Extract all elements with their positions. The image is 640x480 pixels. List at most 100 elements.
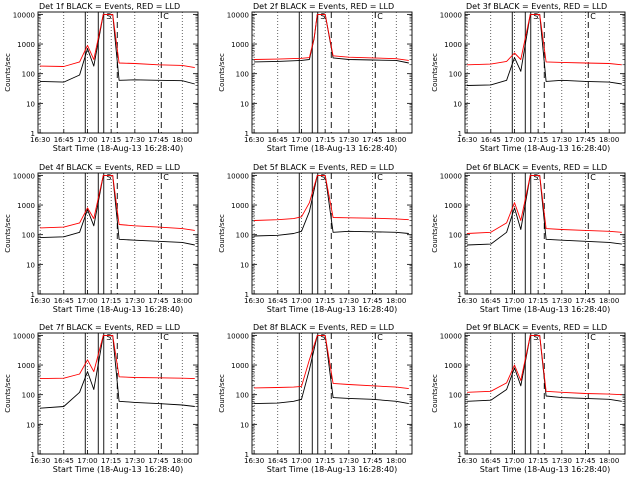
x-tick-label: 16:30	[457, 136, 477, 144]
state-marker-s: S	[320, 12, 325, 21]
x-tick-label: 18:00	[599, 457, 619, 465]
x-tick-label: 17:00	[504, 297, 524, 305]
x-tick-label: 16:30	[457, 457, 477, 465]
x-tick-label: 17:45	[148, 457, 168, 465]
y-tick-label: 100	[236, 232, 249, 240]
chart-panel: Det 6f BLACK = Events, RED = LLD 1 10 100 10…	[431, 163, 626, 314]
x-tick-label: 17:45	[148, 297, 168, 305]
chart-panel: Det 7f BLACK = Events, RED = LLD 1 10 100 10…	[4, 323, 199, 474]
y-tick-label: 10	[240, 261, 249, 269]
plot-frame	[464, 11, 626, 134]
state-marker-s: S	[106, 173, 111, 182]
lld-series-line	[467, 334, 622, 396]
x-tick-label: 17:15	[528, 457, 548, 465]
y-tick-label: 1000	[231, 41, 249, 49]
plot-frame	[37, 172, 199, 295]
y-axis-label: Counts/sec	[431, 214, 439, 253]
y-tick-label: 1000	[17, 41, 35, 49]
panel-title: Det 5f BLACK = Events, RED = LLD	[253, 163, 394, 172]
y-tick-label: 10	[240, 100, 249, 108]
y-tick-label: 10	[453, 261, 462, 269]
x-tick-label: 17:45	[362, 136, 382, 144]
y-tick-label: 100	[449, 392, 462, 400]
y-tick-label: 10	[26, 100, 35, 108]
y-tick-label: 10000	[13, 172, 35, 180]
x-tick-label: 17:00	[77, 297, 97, 305]
y-tick-label: 100	[22, 232, 35, 240]
state-marker-c: C	[163, 12, 169, 21]
x-tick-label: 17:15	[315, 297, 335, 305]
panel-title: Det 3f BLACK = Events, RED = LLD	[466, 2, 607, 11]
x-tick-label: 17:30	[339, 136, 359, 144]
x-tick-label: 17:00	[77, 457, 97, 465]
y-tick-label: 10000	[227, 332, 249, 340]
state-marker-c: C	[590, 173, 596, 182]
x-tick-label: 18:00	[172, 457, 192, 465]
x-tick-label: 16:30	[244, 297, 264, 305]
plot-frame	[251, 11, 413, 134]
x-tick-label: 18:00	[172, 136, 192, 144]
panel-title: Det 1f BLACK = Events, RED = LLD	[39, 2, 180, 11]
y-tick-label: 10000	[227, 11, 249, 19]
plot-frame	[37, 11, 199, 134]
y-axis-label: Counts/sec	[218, 53, 226, 92]
lld-series-line	[40, 334, 195, 380]
y-tick-label: 1	[458, 291, 462, 299]
x-tick-label: 16:45	[54, 136, 74, 144]
y-tick-label: 1	[31, 130, 35, 138]
x-tick-label: 16:30	[30, 457, 50, 465]
x-tick-label: 16:45	[54, 297, 74, 305]
x-axis-label: Start Time (18-Aug-13 16:28:40)	[267, 305, 398, 314]
y-tick-label: 1	[458, 130, 462, 138]
panel-title: Det 2f BLACK = Events, RED = LLD	[253, 2, 394, 11]
x-tick-label: 16:30	[244, 136, 264, 144]
y-tick-label: 1000	[444, 202, 462, 210]
x-tick-label: 16:45	[481, 297, 501, 305]
y-tick-label: 10000	[227, 172, 249, 180]
panel-title: Det 4f BLACK = Events, RED = LLD	[39, 163, 180, 172]
x-tick-label: 17:15	[101, 297, 121, 305]
x-tick-label: 17:00	[77, 136, 97, 144]
y-tick-label: 1	[458, 451, 462, 459]
y-tick-label: 1	[31, 291, 35, 299]
state-marker-c: C	[377, 173, 383, 182]
y-tick-label: 1000	[444, 41, 462, 49]
x-axis-label: Start Time (18-Aug-13 16:28:40)	[53, 465, 184, 474]
state-marker-s: S	[533, 12, 538, 21]
y-axis-label: Counts/sec	[431, 374, 439, 413]
y-axis-label: Counts/sec	[218, 214, 226, 253]
chart-panel: Det 9f BLACK = Events, RED = LLD 1 10 100 10…	[431, 323, 626, 474]
chart-panel: Det 1f BLACK = Events, RED = LLD 1 10 100 10…	[4, 2, 199, 153]
x-tick-label: 17:15	[528, 297, 548, 305]
plot-frame	[464, 172, 626, 295]
x-tick-label: 17:00	[504, 457, 524, 465]
state-marker-s: S	[320, 333, 325, 342]
x-tick-label: 18:00	[386, 297, 406, 305]
x-tick-label: 17:00	[504, 136, 524, 144]
x-tick-label: 16:45	[481, 457, 501, 465]
panel-title: Det 9f BLACK = Events, RED = LLD	[466, 323, 607, 332]
x-tick-label: 17:30	[125, 297, 145, 305]
y-axis-label: Counts/sec	[4, 374, 12, 413]
y-tick-label: 10	[26, 421, 35, 429]
state-marker-s: S	[106, 333, 111, 342]
x-tick-label: 16:45	[481, 136, 501, 144]
y-tick-label: 1	[245, 291, 249, 299]
x-tick-label: 17:45	[575, 457, 595, 465]
x-tick-label: 16:30	[30, 136, 50, 144]
x-tick-label: 16:45	[268, 297, 288, 305]
plot-frame	[251, 332, 413, 455]
x-tick-label: 17:45	[362, 457, 382, 465]
state-marker-c: C	[590, 12, 596, 21]
x-tick-label: 18:00	[599, 297, 619, 305]
y-tick-label: 1000	[444, 362, 462, 370]
y-tick-label: 100	[449, 232, 462, 240]
x-tick-label: 17:15	[528, 136, 548, 144]
y-tick-label: 10	[240, 421, 249, 429]
y-tick-label: 10000	[440, 332, 462, 340]
x-tick-label: 18:00	[386, 457, 406, 465]
plot-frame	[251, 172, 413, 295]
y-tick-label: 10000	[13, 11, 35, 19]
lld-series-line	[254, 174, 409, 221]
x-tick-label: 17:15	[315, 136, 335, 144]
